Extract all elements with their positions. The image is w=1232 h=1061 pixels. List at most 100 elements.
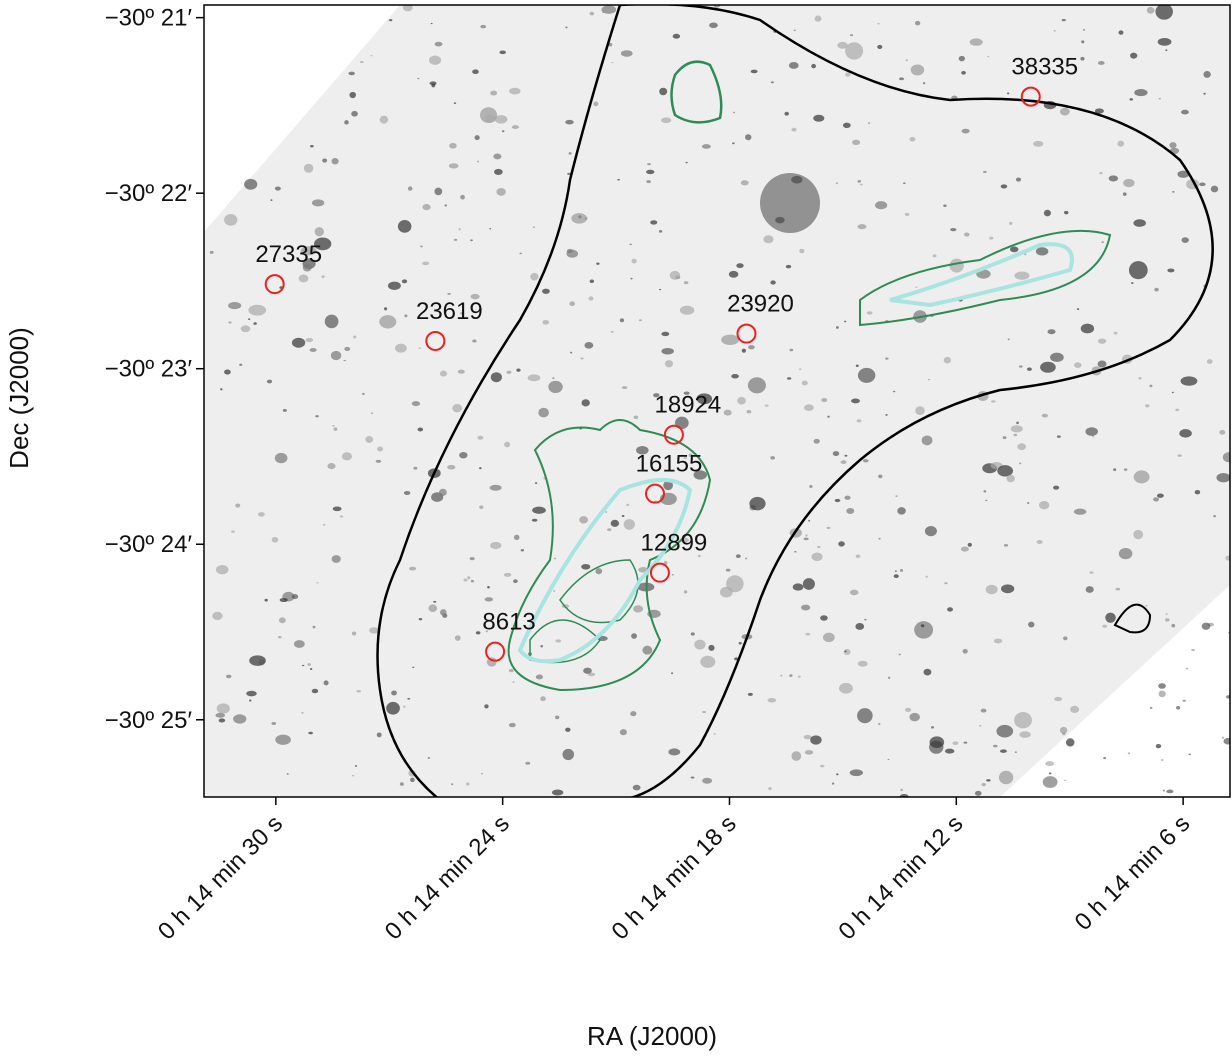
galaxy xyxy=(797,675,801,678)
galaxy xyxy=(275,734,291,745)
galaxy xyxy=(571,213,588,224)
galaxy xyxy=(985,584,998,595)
galaxy xyxy=(929,736,945,748)
galaxy xyxy=(905,59,909,62)
galaxy xyxy=(1089,571,1094,574)
galaxy xyxy=(924,525,937,537)
galaxy xyxy=(1053,485,1060,490)
source-marker xyxy=(649,562,670,583)
galaxy xyxy=(376,732,382,738)
galaxy xyxy=(447,464,456,470)
galaxy xyxy=(434,41,443,47)
galaxy xyxy=(702,777,713,784)
galaxy xyxy=(1076,308,1080,310)
x-tick-label: 0 h 14 min 12 s xyxy=(833,810,968,945)
source-label: 18924 xyxy=(655,392,722,419)
galaxy xyxy=(311,199,325,207)
galaxy xyxy=(897,507,906,515)
galaxy xyxy=(302,263,312,272)
galaxy xyxy=(670,672,674,675)
galaxy xyxy=(1113,331,1118,335)
galaxy xyxy=(893,574,899,579)
galaxy xyxy=(596,262,600,265)
galaxy xyxy=(418,347,421,349)
galaxy xyxy=(685,161,688,164)
galaxy xyxy=(952,741,959,746)
galaxy xyxy=(311,688,319,694)
galaxy xyxy=(371,412,374,415)
galaxy xyxy=(701,144,711,149)
galaxy xyxy=(301,711,304,714)
galaxy xyxy=(453,102,457,104)
galaxy xyxy=(1146,6,1155,14)
y-axis-label: Dec (J2000) xyxy=(4,327,34,469)
green-contour xyxy=(507,419,712,692)
galaxy xyxy=(439,370,448,377)
galaxy xyxy=(1040,361,1056,373)
galaxy xyxy=(713,732,716,735)
galaxy xyxy=(845,72,851,77)
galaxy xyxy=(963,741,968,744)
galaxy xyxy=(553,589,556,592)
galaxy xyxy=(439,488,447,496)
galaxy xyxy=(387,281,401,291)
galaxy xyxy=(745,134,752,141)
galaxy xyxy=(857,367,876,383)
galaxy xyxy=(672,33,681,39)
galaxy xyxy=(460,312,465,315)
galaxy xyxy=(270,199,273,201)
galaxy xyxy=(1160,759,1164,761)
galaxy xyxy=(501,130,505,133)
galaxy xyxy=(619,318,625,323)
galaxy xyxy=(857,179,861,183)
galaxy xyxy=(1172,190,1175,193)
galaxy xyxy=(1059,107,1070,116)
galaxy xyxy=(470,239,473,242)
galaxy xyxy=(429,81,437,86)
galaxy xyxy=(322,523,326,526)
galaxy xyxy=(344,120,349,125)
galaxy xyxy=(969,38,983,46)
galaxy xyxy=(738,642,742,645)
galaxy xyxy=(512,680,515,683)
source-marker xyxy=(264,274,285,295)
galaxy xyxy=(894,570,897,572)
galaxy xyxy=(631,258,637,264)
galaxy xyxy=(540,696,546,702)
source-marker xyxy=(663,424,684,445)
galaxy xyxy=(1080,56,1085,61)
galaxy xyxy=(887,758,890,761)
galaxy xyxy=(910,64,925,76)
galaxy xyxy=(855,554,861,559)
galaxy xyxy=(348,71,355,76)
galaxy xyxy=(266,379,273,384)
galaxy xyxy=(835,182,839,185)
galaxy xyxy=(401,279,408,284)
galaxy xyxy=(484,704,489,709)
galaxy xyxy=(1165,618,1170,622)
galaxy xyxy=(531,518,538,522)
galaxy xyxy=(877,722,881,726)
galaxy xyxy=(868,122,871,124)
galaxy xyxy=(608,42,613,47)
galaxy xyxy=(1191,648,1195,651)
galaxy xyxy=(542,288,550,294)
galaxy xyxy=(377,446,384,452)
galaxy xyxy=(630,277,633,280)
galaxy xyxy=(1213,514,1217,518)
galaxy xyxy=(803,537,809,541)
galaxy xyxy=(479,467,482,470)
plot-frame xyxy=(203,4,1231,798)
y-tick-label: −30º 24′ xyxy=(105,531,193,558)
galaxy xyxy=(508,722,516,728)
galaxy xyxy=(852,139,861,145)
galaxy xyxy=(209,250,214,254)
x-tick-label: 0 h 14 min 30 s xyxy=(153,810,288,945)
galaxy xyxy=(844,454,848,457)
galaxy xyxy=(274,186,281,191)
galaxy xyxy=(484,114,496,123)
galaxy xyxy=(422,203,431,211)
galaxy xyxy=(370,55,373,57)
galaxy xyxy=(1117,140,1125,147)
galaxy xyxy=(1063,779,1067,782)
